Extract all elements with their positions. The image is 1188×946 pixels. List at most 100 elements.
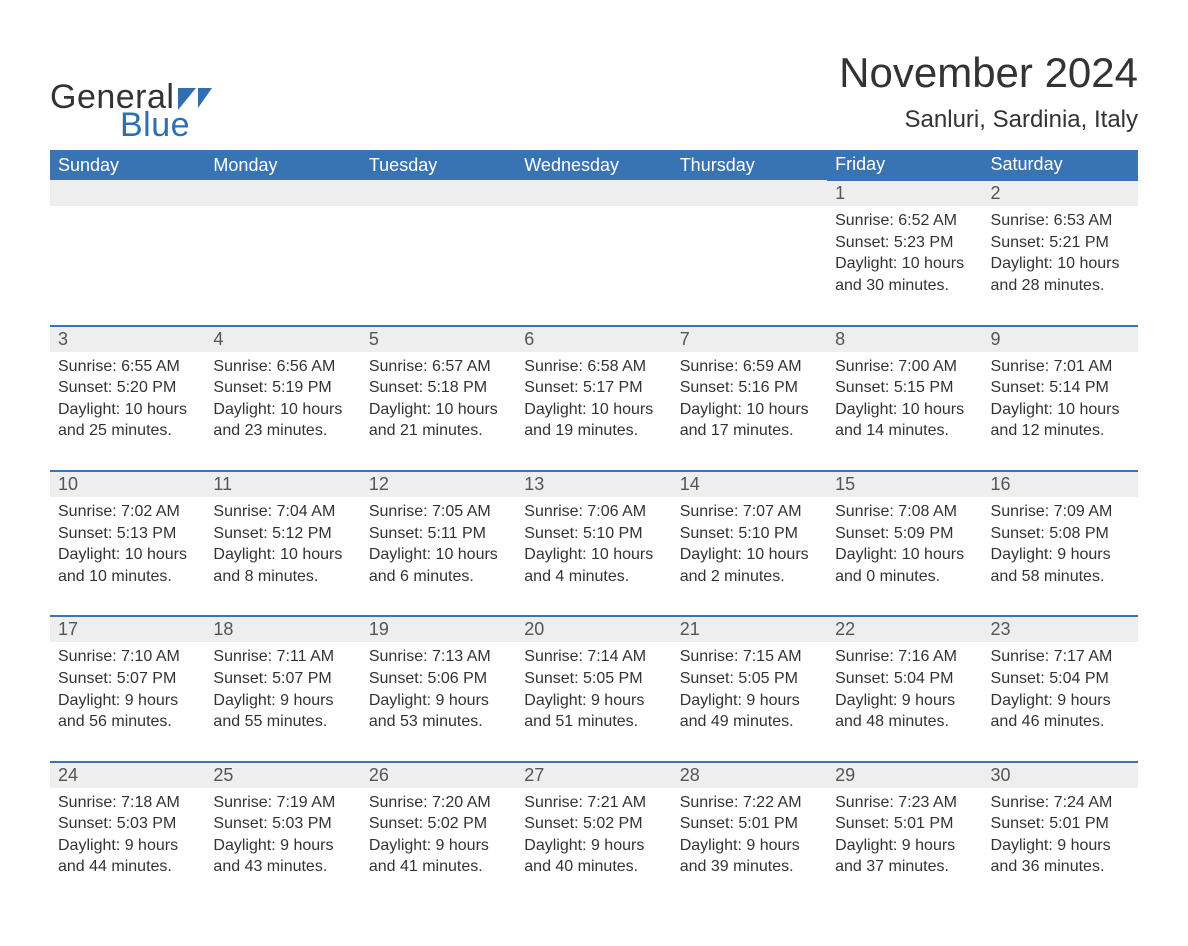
- sunrise-text: Sunrise: 6:57 AM: [369, 356, 508, 378]
- daylight-line2: and 51 minutes.: [524, 711, 663, 733]
- blank-cell: [672, 180, 827, 206]
- sunset-text: Sunset: 5:05 PM: [524, 668, 663, 690]
- weekday-header-cell: Tuesday: [361, 150, 516, 180]
- daylight-line2: and 30 minutes.: [835, 275, 974, 297]
- day-detail: Sunrise: 6:57 AMSunset: 5:18 PMDaylight:…: [361, 352, 516, 471]
- daynum-row: 17181920212223: [50, 616, 1138, 642]
- day-number: 10: [50, 471, 205, 497]
- daylight-line2: and 12 minutes.: [991, 420, 1130, 442]
- detail-row: Sunrise: 7:10 AM Sunset: 5:07 PM Daylight:…: [50, 642, 1138, 761]
- daylight-line2: and 53 minutes.: [369, 711, 508, 733]
- day-number: 5: [361, 326, 516, 352]
- daylight-line2: and 46 minutes.: [991, 711, 1130, 733]
- weekday-header-cell: Sunday: [50, 150, 205, 180]
- sunset-text: Sunset: 5:19 PM: [213, 377, 352, 399]
- day-detail: Sunrise: 7:22 AMSunset: 5:01 PMDaylight:…: [672, 788, 827, 906]
- daylight-line2: and 36 minutes.: [991, 856, 1130, 878]
- sunset-text: Sunset: 5:14 PM: [991, 377, 1130, 399]
- daylight-line1: Daylight: 10 hours: [835, 399, 974, 421]
- sunset-text: Sunset: 5:10 PM: [524, 523, 663, 545]
- day-detail: Sunrise: 6:58 AMSunset: 5:17 PMDaylight:…: [516, 352, 671, 471]
- sunset-text: Sunset: 5:12 PM: [213, 523, 352, 545]
- day-detail: Sunrise: 7:02 AMSunset: 5:13 PMDaylight:…: [50, 497, 205, 616]
- day-detail: Sunrise: 6:55 AMSunset: 5:20 PMDaylight:…: [50, 352, 205, 471]
- day-detail: Sunrise: 7:16 AMSunset: 5:04 PMDaylight:…: [827, 642, 982, 761]
- sunset-text: Sunset: 5:13 PM: [58, 523, 197, 545]
- weekday-header-cell: Monday: [205, 150, 360, 180]
- blank-cell: [50, 180, 205, 206]
- sunset-text: Sunset: 5:02 PM: [369, 813, 508, 835]
- daylight-line2: and 37 minutes.: [835, 856, 974, 878]
- daylight-line2: and 10 minutes.: [58, 566, 197, 588]
- sunset-text: Sunset: 5:01 PM: [680, 813, 819, 835]
- daylight-line2: and 25 minutes.: [58, 420, 197, 442]
- sunset-text: Sunset: 5:17 PM: [524, 377, 663, 399]
- sunset-text: Sunset: 5:06 PM: [369, 668, 508, 690]
- sunset-text: Sunset: 5:09 PM: [835, 523, 974, 545]
- daylight-line2: and 14 minutes.: [835, 420, 974, 442]
- day-detail: Sunrise: 7:00 AMSunset: 5:15 PMDaylight:…: [827, 352, 982, 471]
- calendar-body: 12Sunrise: 6:52 AMSunset: 5:23 PMDayligh…: [50, 180, 1138, 906]
- sunrise-text: Sunrise: 6:58 AM: [524, 356, 663, 378]
- sunrise-text: Sunrise: 7:02 AM: [58, 501, 197, 523]
- sunrise-text: Sunrise: 7:21 AM: [524, 792, 663, 814]
- day-number: 6: [516, 326, 671, 352]
- brand-logo: General Blue: [50, 80, 212, 142]
- day-number: 1: [827, 180, 982, 206]
- blank-cell: [361, 206, 516, 325]
- sunset-text: Sunset: 5:01 PM: [991, 813, 1130, 835]
- daylight-line1: Daylight: 10 hours: [524, 399, 663, 421]
- sunset-text: Sunset: 5:08 PM: [991, 523, 1130, 545]
- sunset-text: Sunset: 5:18 PM: [369, 377, 508, 399]
- day-detail: Sunrise: 7:05 AMSunset: 5:11 PMDaylight:…: [361, 497, 516, 616]
- blank-cell: [361, 180, 516, 206]
- sunrise-text: Sunrise: 7:08 AM: [835, 501, 974, 523]
- day-number: 14: [672, 471, 827, 497]
- sunrise-text: Sunrise: 7:20 AM: [369, 792, 508, 814]
- daylight-line1: Daylight: 10 hours: [835, 253, 974, 275]
- daylight-line1: Daylight: 10 hours: [680, 544, 819, 566]
- daylight-line2: and 2 minutes.: [680, 566, 819, 588]
- day-detail: Sunrise: 6:53 AMSunset: 5:21 PMDaylight:…: [983, 206, 1138, 325]
- sunrise-text: Sunrise: 6:59 AM: [680, 356, 819, 378]
- daylight-line1: Daylight: 9 hours: [680, 690, 819, 712]
- day-number: 20: [516, 616, 671, 642]
- blank-cell: [205, 206, 360, 325]
- weekday-header-row: SundayMondayTuesdayWednesdayThursdayFrid…: [50, 150, 1138, 180]
- daynum-row: 12: [50, 180, 1138, 206]
- daylight-line1: Daylight: 10 hours: [369, 544, 508, 566]
- daylight-line1: Daylight: 10 hours: [369, 399, 508, 421]
- sunrise-text: Sunrise: 7:10 AM: [58, 646, 197, 668]
- day-number: 22: [827, 616, 982, 642]
- daylight-line2: and 19 minutes.: [524, 420, 663, 442]
- sunset-text: Sunset: 5:02 PM: [524, 813, 663, 835]
- daylight-line2: and 48 minutes.: [835, 711, 974, 733]
- day-detail: Sunrise: 7:08 AMSunset: 5:09 PMDaylight:…: [827, 497, 982, 616]
- sunrise-text: Sunrise: 7:23 AM: [835, 792, 974, 814]
- day-detail: Sunrise: 7:23 AMSunset: 5:01 PMDaylight:…: [827, 788, 982, 906]
- daylight-line2: and 0 minutes.: [835, 566, 974, 588]
- daylight-line2: and 28 minutes.: [991, 275, 1130, 297]
- day-number: 28: [672, 762, 827, 788]
- daylight-line1: Daylight: 10 hours: [213, 544, 352, 566]
- day-number: 29: [827, 762, 982, 788]
- sunrise-text: Sunrise: 7:19 AM: [213, 792, 352, 814]
- daylight-line1: Daylight: 9 hours: [524, 835, 663, 857]
- daynum-row: 10111213141516: [50, 471, 1138, 497]
- sunset-text: Sunset: 5:07 PM: [213, 668, 352, 690]
- day-detail: Sunrise: 6:59 AMSunset: 5:16 PMDaylight:…: [672, 352, 827, 471]
- sunrise-text: Sunrise: 6:52 AM: [835, 210, 974, 232]
- day-detail: Sunrise: 7:04 AMSunset: 5:12 PMDaylight:…: [205, 497, 360, 616]
- day-detail: Sunrise: 7:18 AMSunset: 5:03 PMDaylight:…: [50, 788, 205, 906]
- sunset-text: Sunset: 5:15 PM: [835, 377, 974, 399]
- daylight-line2: and 6 minutes.: [369, 566, 508, 588]
- sunrise-text: Sunrise: 6:53 AM: [991, 210, 1130, 232]
- daylight-line1: Daylight: 9 hours: [991, 544, 1130, 566]
- daynum-row: 24252627282930: [50, 762, 1138, 788]
- sunrise-text: Sunrise: 7:00 AM: [835, 356, 974, 378]
- sunrise-text: Sunrise: 7:09 AM: [991, 501, 1130, 523]
- daylight-line1: Daylight: 9 hours: [524, 690, 663, 712]
- daylight-line2: and 56 minutes.: [58, 711, 197, 733]
- daylight-line1: Daylight: 9 hours: [835, 835, 974, 857]
- blank-cell: [205, 180, 360, 206]
